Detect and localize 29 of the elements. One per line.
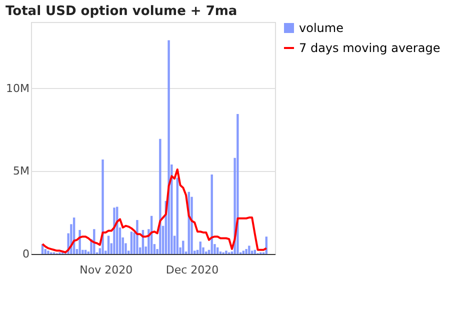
bar bbox=[78, 230, 81, 254]
bar bbox=[168, 40, 170, 254]
bar bbox=[242, 250, 245, 254]
bar bbox=[159, 138, 162, 254]
y-tick-label: 5M bbox=[13, 164, 30, 178]
bar bbox=[245, 249, 248, 254]
bar bbox=[248, 246, 250, 254]
bar bbox=[236, 114, 239, 254]
bar bbox=[107, 236, 110, 254]
bar bbox=[136, 220, 138, 254]
legend-label: 7 days moving average bbox=[299, 41, 440, 55]
x-tick-label: Nov 2020 bbox=[80, 264, 133, 276]
bar bbox=[216, 247, 219, 254]
bar bbox=[210, 174, 213, 254]
bar bbox=[225, 250, 228, 254]
bar bbox=[176, 178, 178, 254]
line-series bbox=[41, 168, 268, 254]
bar bbox=[47, 250, 50, 254]
bar bbox=[182, 240, 184, 254]
chart-title: Total USD option volume + 7ma bbox=[6, 4, 238, 19]
bar bbox=[102, 160, 104, 254]
y-tick-label: 0 bbox=[22, 248, 30, 260]
y-tick-label: 10M bbox=[6, 82, 30, 95]
bar bbox=[199, 242, 202, 254]
bar bbox=[113, 208, 116, 254]
legend-label: volume bbox=[299, 21, 344, 35]
x-tick-label: Dec 2020 bbox=[166, 264, 219, 276]
bar bbox=[93, 229, 96, 254]
bar bbox=[130, 232, 133, 254]
